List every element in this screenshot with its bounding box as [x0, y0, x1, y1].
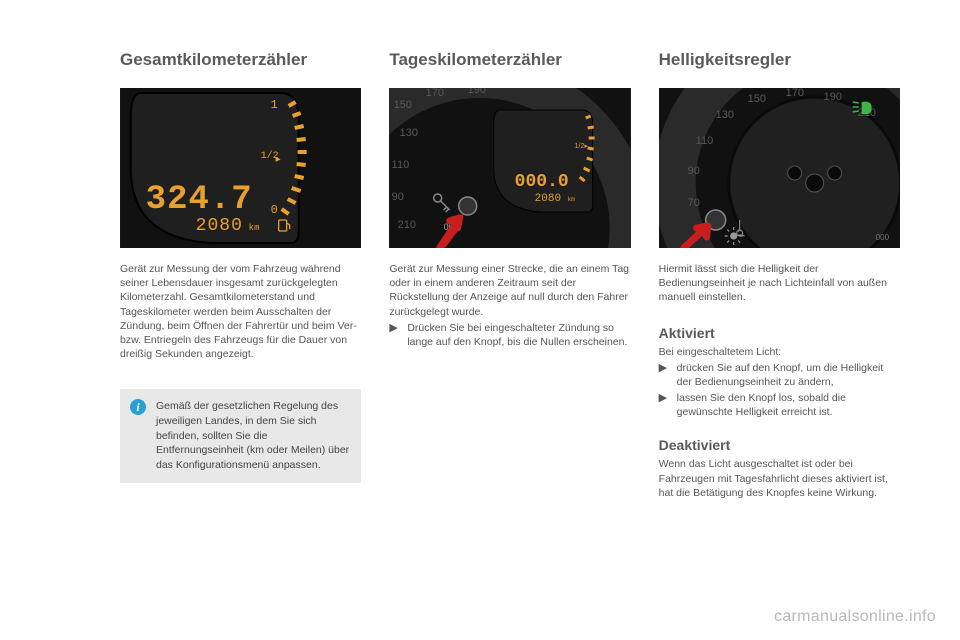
svg-text:2080: 2080 [196, 216, 243, 236]
svg-text:km: km [249, 223, 260, 233]
svg-text:000.0: 000.0 [515, 172, 569, 192]
svg-text:150: 150 [747, 93, 765, 105]
svg-text:000: 000 [875, 233, 889, 242]
bullet-arrow-icon: ▶ [659, 361, 669, 389]
info-text: Gemäß der gesetzlichen Regelung des jewe… [156, 400, 349, 471]
col2-bullet: ▶ Drücken Sie bei eingeschalteter Zündun… [389, 321, 630, 349]
svg-text:190: 190 [823, 91, 841, 103]
col2-desc: Gerät zur Messung einer Strecke, die an … [389, 262, 630, 349]
info-box: i Gemäß der gesetzlichen Regelung des je… [120, 389, 361, 482]
watermark: carmanualsonline.info [774, 608, 936, 626]
svg-text:▸: ▸ [276, 154, 281, 165]
svg-text:1/2▸: 1/2▸ [575, 143, 589, 150]
svg-text:324.7: 324.7 [146, 181, 253, 219]
col3-sub2: Deaktiviert [659, 437, 900, 453]
gauge-trip: 150170 190130 11090 210 1/2▸ 000.0 2080 … [389, 88, 630, 248]
svg-text:150: 150 [394, 99, 412, 111]
svg-text:90: 90 [687, 165, 699, 177]
col3-sub1: Aktiviert [659, 325, 900, 341]
col2-title: Tageskilometerzähler [389, 50, 630, 70]
svg-text:0: 0 [271, 203, 278, 217]
col3-sub2-body: Wenn das Licht ausgeschaltet ist oder be… [659, 457, 900, 502]
column-total-odometer: Gesamtkilometerzähler 1 1/2 ▸ 0 [120, 50, 361, 512]
column-brightness: Helligkeitsregler 5070 90110 130150 1701… [659, 50, 900, 512]
col3-desc: Hiermit lässt sich die Helligkeit der Be… [659, 262, 900, 307]
svg-text:90: 90 [392, 191, 404, 203]
gauge-brightness: 5070 90110 130150 170190 210 000 [659, 88, 900, 248]
gauge-total: 1 1/2 ▸ 0 324.7 2080 km [120, 88, 361, 248]
svg-text:km: km [568, 196, 576, 203]
svg-text:70: 70 [687, 197, 699, 209]
bullet-arrow-icon: ▶ [389, 321, 399, 349]
bullet-arrow-icon: ▶ [659, 391, 669, 419]
svg-text:170: 170 [785, 88, 803, 99]
svg-text:2080: 2080 [535, 193, 561, 205]
svg-text:1: 1 [271, 98, 278, 112]
col3-title: Helligkeitsregler [659, 50, 900, 70]
svg-text:130: 130 [715, 109, 733, 121]
svg-text:170: 170 [426, 88, 444, 99]
info-icon: i [130, 399, 146, 415]
svg-text:110: 110 [695, 135, 713, 147]
svg-text:190: 190 [468, 88, 486, 96]
svg-text:110: 110 [392, 159, 410, 171]
col1-title: Gesamtkilometerzähler [120, 50, 361, 70]
col1-desc: Gerät zur Messung der vom Fahrzeug währe… [120, 262, 361, 363]
column-trip-odometer: Tageskilometerzähler 150 170 190 130 110 90… [389, 50, 630, 512]
svg-text:130: 130 [400, 127, 418, 139]
svg-text:210: 210 [398, 219, 416, 231]
col3-sub1-body: Bei eingeschaltetem Licht: ▶drücken Sie … [659, 345, 900, 420]
